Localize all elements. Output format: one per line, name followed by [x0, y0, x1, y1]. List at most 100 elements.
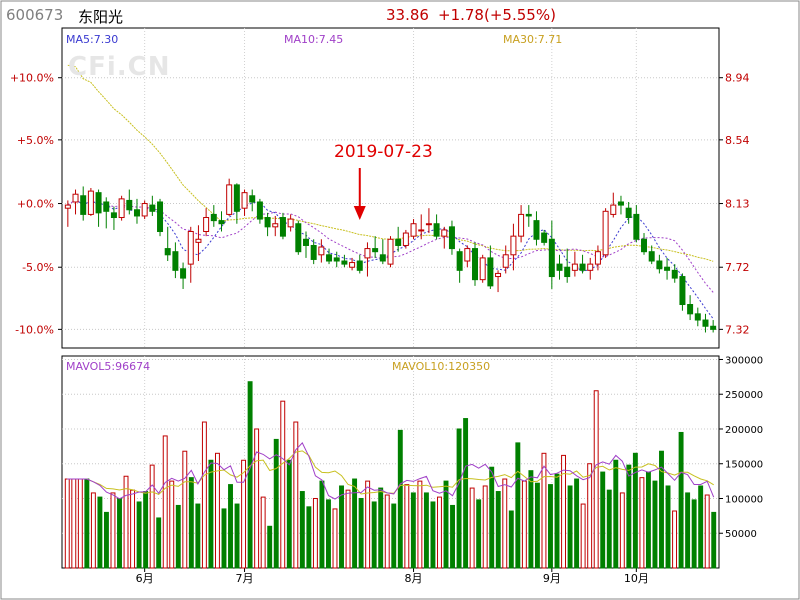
candle-down — [687, 304, 694, 315]
candle-down — [149, 204, 156, 212]
volume-bar-down — [136, 501, 142, 569]
volume-bar-up — [254, 428, 260, 569]
candle-up — [87, 190, 94, 215]
volume-bar-down — [567, 485, 573, 569]
volume-bar-up — [365, 480, 371, 569]
candle-down — [164, 248, 171, 256]
candle-down — [295, 223, 302, 253]
ma30-line — [67, 64, 714, 262]
candle-up — [402, 232, 409, 246]
volume-bar-up — [521, 480, 527, 569]
volume-bar-up — [404, 484, 410, 569]
volume-bar-up — [593, 390, 599, 569]
volume-bar-down — [84, 478, 90, 569]
candle-down — [548, 238, 555, 278]
candle-down — [80, 195, 87, 215]
volume-bar-down — [528, 470, 534, 569]
candle-up — [203, 217, 210, 232]
volume-bar-down — [267, 525, 273, 569]
volume-bar-down — [489, 466, 495, 569]
candle-up — [118, 198, 125, 219]
candle-down — [233, 184, 240, 212]
candle-down — [379, 254, 386, 262]
candle-down — [448, 226, 455, 250]
candle-down — [95, 192, 102, 214]
candle-down — [625, 207, 632, 219]
price-panel-frame — [61, 27, 720, 349]
volume-bar-down — [117, 497, 122, 569]
volume-bar-down — [463, 418, 469, 569]
x-tick-label: 10月 — [624, 572, 649, 585]
volume-bar-down — [665, 485, 671, 569]
candle-down — [372, 248, 379, 253]
x-tick-label: 9月 — [543, 572, 561, 585]
volume-bar-down — [678, 431, 684, 569]
candle-down — [180, 268, 187, 279]
volume-bar-down — [534, 482, 540, 569]
candle-down — [617, 201, 624, 206]
x-tick-label: 6月 — [136, 572, 154, 585]
candle-down — [249, 195, 256, 203]
candle-down — [279, 217, 286, 237]
candle-up — [418, 229, 425, 232]
candle-up — [141, 203, 148, 217]
volume-tick-label: 300000 — [725, 355, 763, 366]
x-tick-label: 7月 — [236, 572, 254, 585]
volume-tick-label: 100000 — [725, 494, 763, 505]
candle-down — [157, 201, 164, 232]
candle-down — [456, 251, 463, 271]
date-annotation: 2019-07-23 — [334, 142, 433, 162]
volume-bar-down — [632, 452, 638, 569]
volume-tick-label: 50000 — [725, 529, 757, 540]
quote-price: 33.86 — [386, 6, 429, 24]
volume-bar-down — [358, 497, 364, 569]
volume-bar-down — [221, 508, 227, 569]
watermark: CFi.CN — [68, 52, 171, 82]
candle-up — [495, 272, 502, 278]
candle-up — [318, 246, 325, 256]
volume-bar-down — [326, 499, 331, 569]
volume-bar-down — [508, 510, 514, 569]
volume-bar-down — [574, 478, 580, 569]
candle-down — [264, 217, 271, 228]
volume-bar-up — [214, 452, 220, 569]
volume-bar-down — [606, 489, 612, 569]
left-tick-label: +5.0% — [17, 134, 54, 147]
candle-down — [133, 209, 140, 217]
volume-bar-down — [299, 491, 305, 569]
candle-up — [195, 238, 202, 243]
volume-bar-up — [345, 489, 351, 569]
left-tick-label: -10.0% — [15, 323, 54, 336]
ma10-legend: MA10:7.45 — [284, 33, 344, 46]
candle-down — [525, 213, 532, 217]
volume-bar-down — [397, 429, 403, 569]
volume-bar-down — [306, 506, 312, 569]
volume-bar-down — [195, 503, 201, 569]
volume-bar-down — [156, 517, 162, 569]
candle-down — [702, 319, 709, 327]
volume-bar-up — [90, 492, 96, 569]
volume-bar-up — [312, 497, 318, 569]
volume-bar-up — [182, 450, 188, 569]
volume-bar-down — [371, 501, 377, 569]
volume-panel-frame — [61, 355, 720, 569]
volume-bar-down — [698, 485, 704, 569]
volume-bar-up — [71, 478, 77, 569]
volume-bar-up — [384, 494, 390, 569]
candle-down — [126, 199, 133, 211]
volume-bar-up — [123, 475, 129, 569]
candle-down — [256, 201, 263, 220]
candle-down — [556, 263, 563, 271]
volume-bar-up — [260, 496, 266, 569]
candle-up — [364, 248, 371, 259]
volume-bar-up — [77, 478, 83, 569]
volume-bar-up — [672, 510, 678, 569]
volume-bar-up — [280, 400, 286, 569]
volume-bar-down — [652, 480, 658, 569]
candle-down — [641, 238, 648, 253]
candle-down — [633, 213, 640, 240]
candle-up — [187, 230, 194, 265]
volume-bar-down — [613, 459, 619, 569]
candle-down — [341, 260, 348, 265]
volume-bar-up — [704, 494, 710, 569]
